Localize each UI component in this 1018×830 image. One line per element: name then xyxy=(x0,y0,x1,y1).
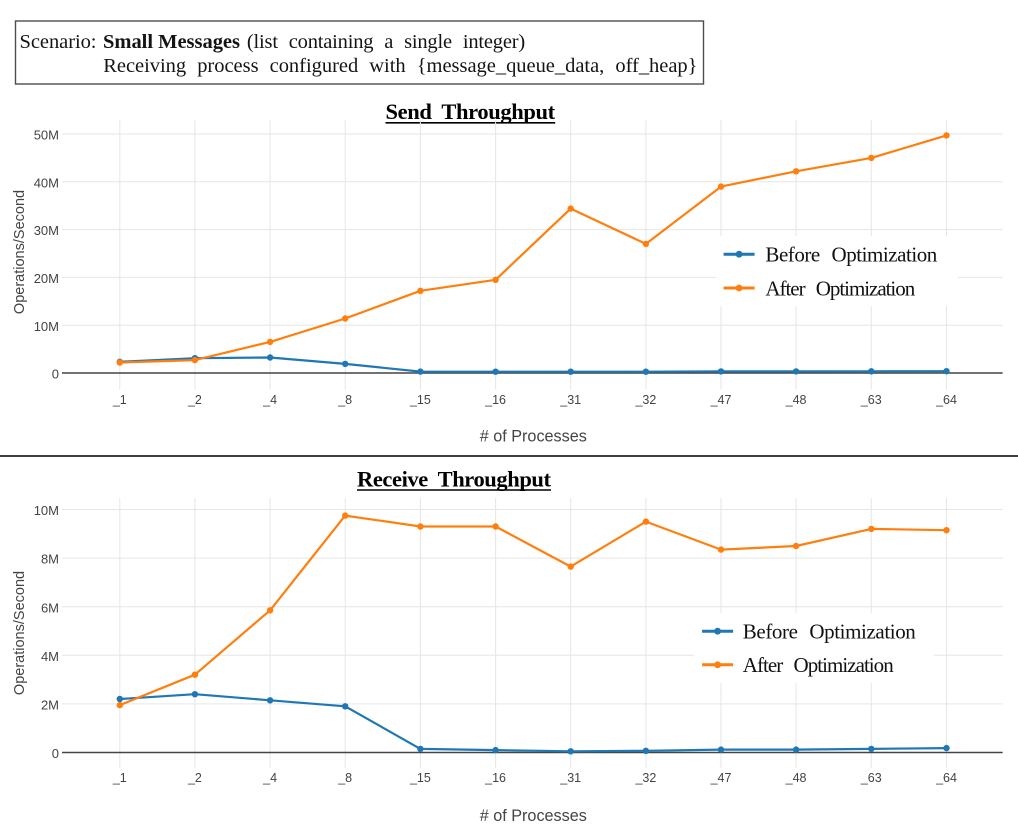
svg-text:_64: _64 xyxy=(935,771,957,785)
svg-text:_4: _4 xyxy=(262,393,277,407)
svg-text:50M: 50M xyxy=(34,128,59,143)
svg-text:_63: _63 xyxy=(860,393,882,407)
svg-text:(list containing a single inte: (list containing a single integer) xyxy=(247,31,525,53)
svg-text:_1: _1 xyxy=(112,771,127,785)
svg-text:0: 0 xyxy=(52,746,59,761)
svg-text:_47: _47 xyxy=(710,771,732,785)
svg-text:8M: 8M xyxy=(41,552,59,567)
svg-text:_16: _16 xyxy=(484,393,506,407)
svg-text:_47: _47 xyxy=(710,393,732,407)
svg-text:Operations/Second: Operations/Second xyxy=(12,190,28,314)
svg-text:Before Optimization: Before Optimization xyxy=(743,620,917,644)
svg-text:_32: _32 xyxy=(634,771,656,785)
svg-text:_32: _32 xyxy=(634,393,656,407)
svg-text:4M: 4M xyxy=(41,649,59,664)
svg-text:Operations/Second: Operations/Second xyxy=(12,571,28,695)
svg-text:# of Processes: # of Processes xyxy=(480,428,587,446)
svg-text:Small Messages: Small Messages xyxy=(103,31,240,53)
svg-text:Send Throughput: Send Throughput xyxy=(386,99,556,124)
svg-text:30M: 30M xyxy=(34,223,59,238)
svg-text:10M: 10M xyxy=(34,503,59,518)
svg-text:_15: _15 xyxy=(409,771,431,785)
svg-text:After Optimization: After Optimization xyxy=(743,653,894,677)
svg-text:_48: _48 xyxy=(785,393,807,407)
svg-text:After Optimization: After Optimization xyxy=(765,276,915,300)
svg-text:Before Optimization: Before Optimization xyxy=(765,243,937,267)
svg-text:40M: 40M xyxy=(34,175,59,190)
svg-text:Receiving process configured w: Receiving process configured with {messa… xyxy=(103,55,697,77)
svg-text:_64: _64 xyxy=(935,393,957,407)
svg-text:20M: 20M xyxy=(34,271,59,286)
svg-text:_31: _31 xyxy=(559,393,581,407)
svg-text:_16: _16 xyxy=(484,771,506,785)
svg-text:6M: 6M xyxy=(41,600,59,615)
svg-text:_8: _8 xyxy=(337,393,352,407)
svg-text:_2: _2 xyxy=(187,771,202,785)
svg-text:10M: 10M xyxy=(34,319,59,334)
svg-text:Receive Throughput: Receive Throughput xyxy=(357,467,552,492)
svg-text:_8: _8 xyxy=(337,771,352,785)
svg-text:Scenario:: Scenario: xyxy=(20,31,97,53)
svg-text:_63: _63 xyxy=(860,771,882,785)
svg-text:2M: 2M xyxy=(41,698,59,713)
svg-text:_2: _2 xyxy=(187,393,202,407)
svg-text:_4: _4 xyxy=(262,771,277,785)
svg-text:# of Processes: # of Processes xyxy=(480,807,587,825)
svg-text:_15: _15 xyxy=(409,393,431,407)
svg-text:_1: _1 xyxy=(112,393,127,407)
svg-text:0: 0 xyxy=(52,367,59,382)
svg-text:_48: _48 xyxy=(785,771,807,785)
svg-text:_31: _31 xyxy=(559,771,581,785)
